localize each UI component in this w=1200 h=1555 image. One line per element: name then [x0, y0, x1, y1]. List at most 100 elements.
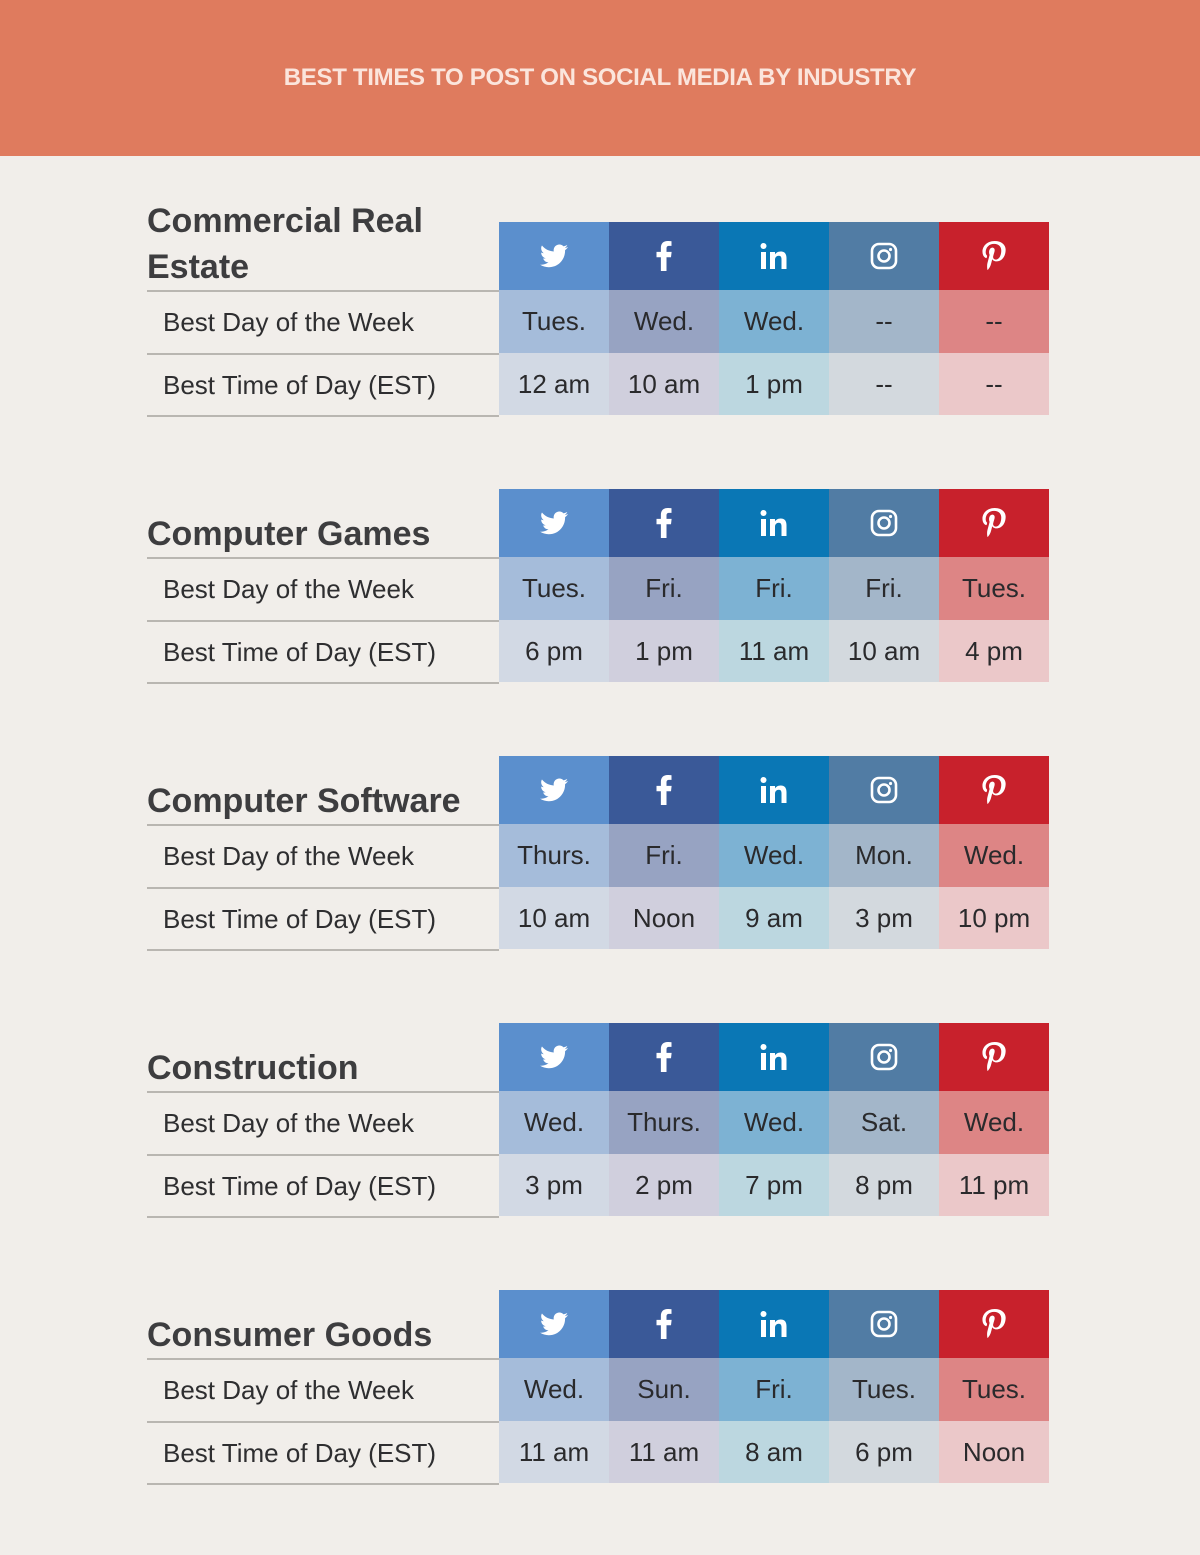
- page-title: BEST TIMES TO POST ON SOCIAL MEDIA BY IN…: [283, 64, 917, 91]
- facebook-icon: [656, 1042, 672, 1072]
- facebook-icon: [656, 241, 672, 271]
- best-time-value: 10 am: [609, 353, 719, 415]
- best-day-label: Best Day of the Week: [147, 290, 499, 353]
- best-day-label: Best Day of the Week: [147, 1358, 499, 1421]
- best-time-value: 8 am: [719, 1421, 829, 1483]
- best-time-value: 3 pm: [499, 1154, 609, 1216]
- best-day-value: --: [829, 290, 939, 353]
- best-day-value: Wed.: [939, 824, 1049, 887]
- best-time-label: Best Time of Day (EST): [147, 887, 499, 951]
- industry-title: Consumer Goods: [147, 1316, 433, 1354]
- linkedin-icon: [759, 1043, 789, 1071]
- best-time-value: 3 pm: [829, 887, 939, 949]
- pinterest-icon: [982, 1309, 1006, 1339]
- best-time-value: 11 am: [609, 1421, 719, 1483]
- platform-header-cell: [609, 222, 719, 290]
- best-day-value: Tues.: [939, 1358, 1049, 1421]
- platform-header-cell: [939, 1290, 1049, 1358]
- platform-header-cell: [829, 222, 939, 290]
- best-day-value: Fri.: [719, 557, 829, 620]
- best-time-value: 10 pm: [939, 887, 1049, 949]
- twitter-icon: [540, 1312, 568, 1336]
- best-time-value: 8 pm: [829, 1154, 939, 1216]
- platform-header-cell: [829, 489, 939, 557]
- platform-header-cell: [609, 1290, 719, 1358]
- best-time-value: 4 pm: [939, 620, 1049, 682]
- industry-section: Computer Games Best Day of the Week Tues. F…: [147, 489, 1049, 684]
- platform-header-cell: [719, 489, 829, 557]
- best-day-value: Wed.: [609, 290, 719, 353]
- platform-header-cell: [829, 1290, 939, 1358]
- best-day-label: Best Day of the Week: [147, 557, 499, 620]
- platform-header-cell: [939, 756, 1049, 824]
- pinterest-icon: [982, 241, 1006, 271]
- best-day-label: Best Day of the Week: [147, 1091, 499, 1154]
- facebook-icon: [656, 775, 672, 805]
- best-time-value: 12 am: [499, 353, 609, 415]
- best-time-value: Noon: [939, 1421, 1049, 1483]
- twitter-icon: [540, 1045, 568, 1069]
- industry-section: Consumer Goods Best Day of the Week Wed. Su…: [147, 1290, 1049, 1485]
- instagram-icon: [870, 1043, 898, 1071]
- platform-header-cell: [719, 1023, 829, 1091]
- platform-header-cell: [499, 756, 609, 824]
- twitter-icon: [540, 511, 568, 535]
- best-day-value: Wed.: [719, 290, 829, 353]
- platform-header-cell: [499, 222, 609, 290]
- best-day-value: Sun.: [609, 1358, 719, 1421]
- platform-header-cell: [719, 756, 829, 824]
- best-day-value: Fri.: [719, 1358, 829, 1421]
- platform-header-cell: [609, 489, 719, 557]
- pinterest-icon: [982, 775, 1006, 805]
- best-time-value: --: [829, 353, 939, 415]
- best-time-label: Best Time of Day (EST): [147, 620, 499, 684]
- best-time-label: Best Time of Day (EST): [147, 1421, 499, 1485]
- platform-header-cell: [829, 1023, 939, 1091]
- industry-section: Commercial Real Estate Best Day of the We…: [147, 202, 1049, 417]
- best-day-value: Tues.: [939, 557, 1049, 620]
- best-day-value: Wed.: [499, 1091, 609, 1154]
- platform-header-cell: [499, 1290, 609, 1358]
- best-time-label: Best Time of Day (EST): [147, 353, 499, 417]
- best-time-value: 10 am: [829, 620, 939, 682]
- platform-header-cell: [939, 489, 1049, 557]
- best-time-value: 2 pm: [609, 1154, 719, 1216]
- linkedin-icon: [759, 242, 789, 270]
- platform-header-cell: [829, 756, 939, 824]
- best-day-value: Wed.: [939, 1091, 1049, 1154]
- best-time-value: 11 am: [499, 1421, 609, 1483]
- platform-header-cell: [719, 222, 829, 290]
- industry-title: Computer Software: [147, 782, 461, 820]
- pinterest-icon: [982, 508, 1006, 538]
- pinterest-icon: [982, 1042, 1006, 1072]
- instagram-icon: [870, 1310, 898, 1338]
- header-banner: BEST TIMES TO POST ON SOCIAL MEDIA BY IN…: [0, 0, 1200, 156]
- best-day-value: Thurs.: [609, 1091, 719, 1154]
- facebook-icon: [656, 508, 672, 538]
- best-day-value: Fri.: [829, 557, 939, 620]
- linkedin-icon: [759, 509, 789, 537]
- linkedin-icon: [759, 1310, 789, 1338]
- best-time-value: 1 pm: [609, 620, 719, 682]
- best-day-value: Wed.: [719, 824, 829, 887]
- industry-title: Computer Games: [147, 515, 431, 553]
- best-day-value: Tues.: [499, 557, 609, 620]
- industry-title: Commercial Real Estate: [147, 202, 423, 286]
- platform-header-cell: [939, 222, 1049, 290]
- best-day-value: Mon.: [829, 824, 939, 887]
- platform-header-cell: [939, 1023, 1049, 1091]
- best-time-value: 1 pm: [719, 353, 829, 415]
- industry-section: Construction Best Day of the Week Wed. Thur…: [147, 1023, 1049, 1218]
- best-time-value: 6 pm: [829, 1421, 939, 1483]
- best-day-value: Tues.: [829, 1358, 939, 1421]
- instagram-icon: [870, 776, 898, 804]
- platform-header-cell: [609, 1023, 719, 1091]
- best-day-label: Best Day of the Week: [147, 824, 499, 887]
- best-day-value: Fri.: [609, 824, 719, 887]
- best-day-value: Tues.: [499, 290, 609, 353]
- best-time-label: Best Time of Day (EST): [147, 1154, 499, 1218]
- best-time-value: 10 am: [499, 887, 609, 949]
- best-day-value: Thurs.: [499, 824, 609, 887]
- linkedin-icon: [759, 776, 789, 804]
- twitter-icon: [540, 244, 568, 268]
